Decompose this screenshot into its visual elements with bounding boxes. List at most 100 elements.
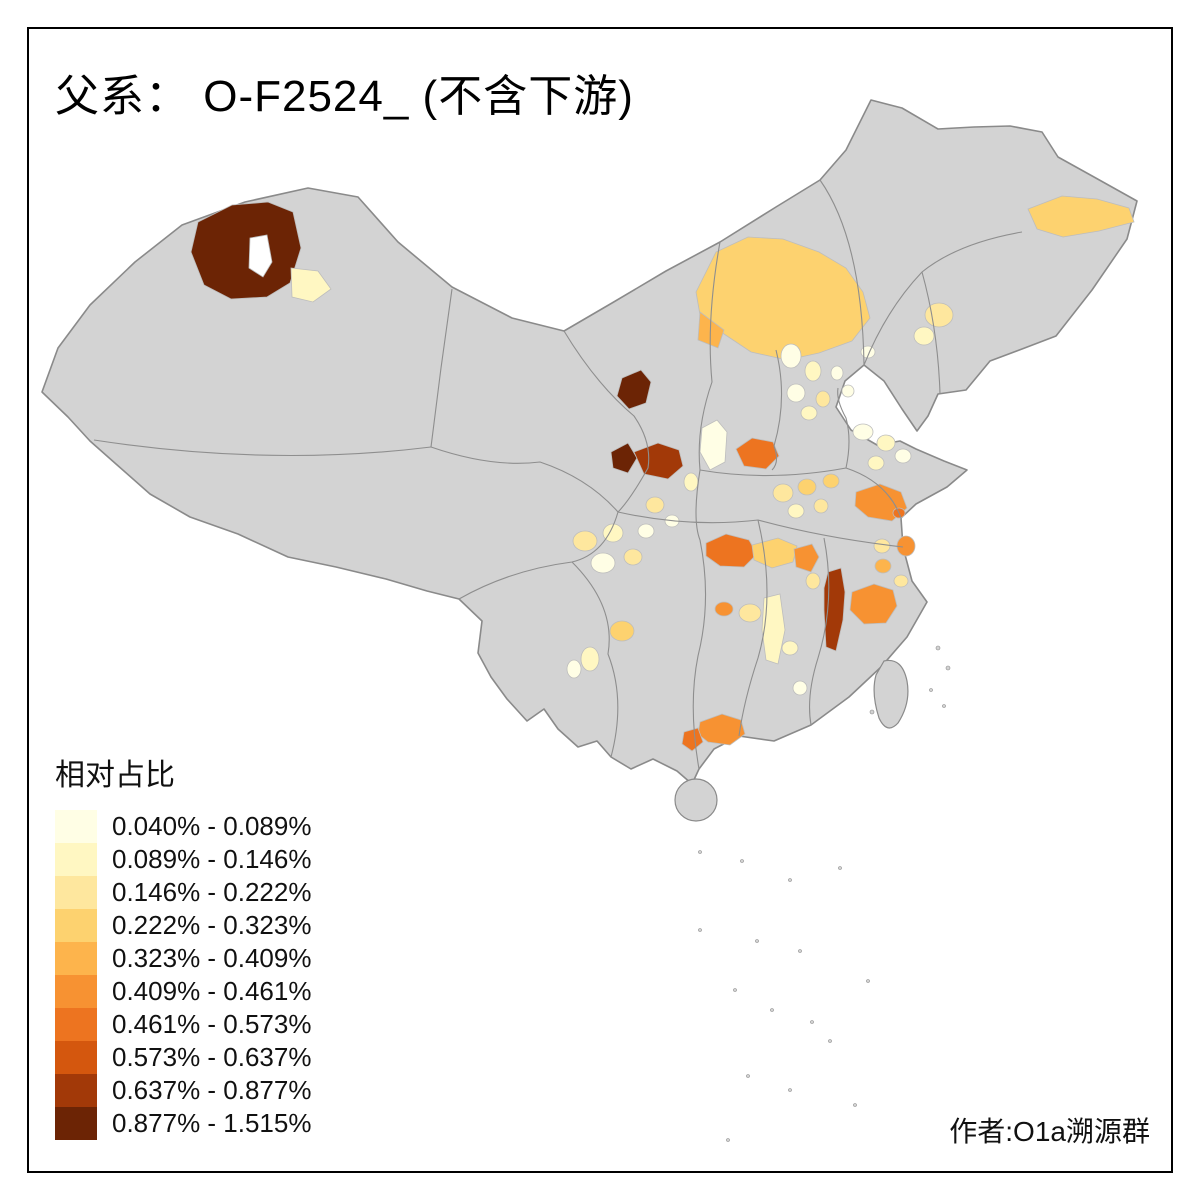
map-region — [894, 448, 912, 464]
small-island — [798, 949, 802, 953]
legend-label: 0.573% - 0.637% — [112, 1042, 312, 1072]
small-island — [788, 1088, 792, 1092]
province-border — [819, 179, 865, 366]
map-region — [786, 383, 806, 403]
legend-swatch — [55, 975, 97, 1008]
map-region — [735, 437, 780, 470]
map-region — [738, 603, 762, 623]
hainan-shape — [674, 778, 718, 822]
legend-swatch — [55, 876, 97, 909]
map-region — [793, 543, 820, 573]
legend-label: 0.637% - 0.877% — [112, 1075, 312, 1105]
map-region — [772, 483, 794, 503]
legend-title: 相对占比 — [55, 759, 175, 792]
province-border — [771, 349, 783, 471]
map-region — [787, 503, 805, 519]
map-region — [830, 365, 844, 381]
taiwan-shape — [873, 659, 909, 729]
small-island — [698, 850, 702, 854]
map-region — [609, 620, 635, 642]
small-island — [698, 928, 702, 932]
province-border — [563, 330, 650, 513]
map-region — [852, 423, 874, 441]
province-border — [921, 271, 941, 395]
small-island — [838, 866, 842, 870]
legend-label: 0.146% - 0.222% — [112, 877, 312, 907]
legend-label: 0.040% - 0.089% — [112, 811, 312, 841]
map-region — [874, 558, 892, 574]
map-region — [190, 201, 302, 300]
map-region — [681, 727, 704, 752]
map-region — [714, 601, 734, 617]
legend-item: 0.573% - 0.637% — [55, 1041, 311, 1074]
legend-label: 0.323% - 0.409% — [112, 943, 312, 973]
map-region — [705, 533, 758, 568]
legend-item: 0.409% - 0.461% — [55, 975, 311, 1008]
province-border — [809, 537, 830, 726]
legend-label: 0.089% - 0.146% — [112, 844, 312, 874]
map-region — [924, 302, 954, 328]
small-island — [788, 878, 792, 882]
legend-swatch — [55, 843, 97, 876]
map-region — [623, 548, 643, 566]
map-region — [813, 498, 829, 514]
map-region — [645, 496, 665, 514]
map-region — [822, 473, 840, 489]
map-region — [841, 384, 855, 398]
province-border — [699, 467, 902, 519]
legend-item: 0.040% - 0.089% — [55, 810, 311, 843]
small-island — [733, 988, 737, 992]
map-region — [699, 419, 728, 471]
map-region — [800, 405, 818, 421]
legend-item: 0.323% - 0.409% — [55, 942, 311, 975]
province-border — [430, 288, 453, 448]
small-island — [866, 979, 870, 983]
province-border — [692, 539, 707, 770]
map-region — [804, 360, 822, 382]
map-region — [580, 646, 600, 672]
map-region — [805, 572, 821, 590]
legend-swatch — [55, 1008, 97, 1041]
small-island — [810, 1020, 814, 1024]
map-region — [815, 390, 831, 408]
province-border — [93, 439, 432, 457]
small-island — [746, 1074, 750, 1078]
legend-swatch — [55, 1041, 97, 1074]
legend-item: 0.089% - 0.146% — [55, 843, 311, 876]
map-region — [695, 236, 871, 361]
province-border — [738, 519, 768, 737]
map-region — [590, 552, 616, 574]
legend-swatch — [55, 942, 97, 975]
small-island — [726, 1138, 730, 1142]
legend-item: 0.877% - 1.515% — [55, 1107, 311, 1140]
map-region — [610, 442, 638, 474]
legend-item: 0.146% - 0.222% — [55, 876, 311, 909]
legend-item: 0.222% - 0.323% — [55, 909, 311, 942]
map-region — [781, 640, 799, 656]
map-region — [697, 311, 725, 349]
small-island — [853, 1103, 857, 1107]
map-region — [893, 574, 909, 588]
province-border — [695, 241, 721, 541]
small-island — [755, 939, 759, 943]
map-region — [913, 326, 935, 346]
small-island — [935, 645, 941, 651]
province-border — [571, 561, 619, 758]
plot-border-frame — [27, 27, 1173, 1173]
province-border — [837, 387, 850, 469]
map-region — [876, 434, 896, 452]
small-island — [770, 1008, 774, 1012]
map-region — [1027, 195, 1135, 238]
small-island — [942, 704, 946, 708]
legend-swatch — [55, 810, 97, 843]
map-region — [761, 593, 786, 665]
map-region — [566, 659, 582, 679]
attribution: 作者:O1a溯源群 — [949, 1116, 1150, 1147]
small-island — [869, 709, 875, 715]
small-island — [929, 688, 933, 692]
legend-swatch — [55, 909, 97, 942]
map-region — [867, 455, 885, 471]
legend-label: 0.877% - 1.515% — [112, 1108, 312, 1138]
map-region — [637, 523, 655, 539]
small-island — [945, 665, 951, 671]
